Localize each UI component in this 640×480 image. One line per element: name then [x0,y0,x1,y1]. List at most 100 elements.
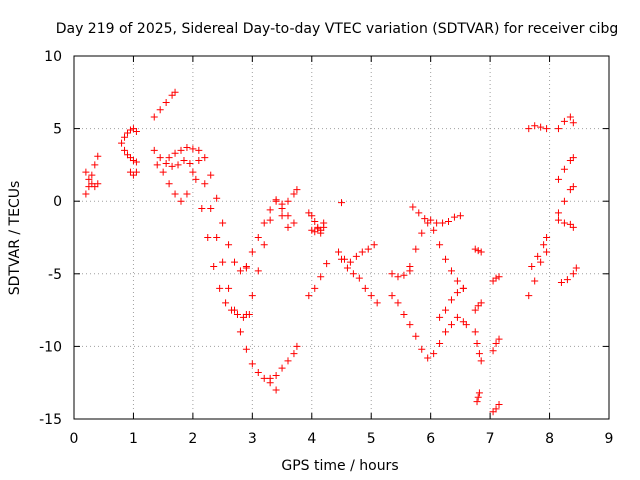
data-point-s38 [566,186,574,194]
data-point-s18 [370,241,378,249]
data-point-s04 [126,154,134,162]
data-point-s24 [442,306,450,314]
data-point-s19 [361,284,369,292]
data-point-s07 [198,204,206,212]
data-point-s14 [305,209,313,217]
data-point-s09 [183,143,191,151]
data-point-s25 [459,318,467,326]
data-point-s03 [132,128,140,136]
data-point-s21 [436,339,444,347]
data-point-s06 [168,91,176,99]
data-point-s28 [473,339,481,347]
data-point-s22 [453,277,461,285]
data-point-s35 [534,252,542,260]
data-point-s01 [88,171,96,179]
data-point-s31 [489,347,497,355]
data-point-s26 [477,248,485,256]
data-point-s11 [248,292,256,300]
data-point-s23 [456,212,464,220]
data-point-s22 [406,263,414,271]
data-point-s09 [225,284,233,292]
data-point-s19 [367,292,375,300]
data-point-s09 [165,154,173,162]
data-point-s08 [236,267,244,275]
data-point-s10 [260,219,268,227]
data-point-s08 [195,146,203,154]
data-point-s31 [495,335,503,343]
data-point-s13 [293,186,301,194]
plot-frame [73,55,610,420]
data-point-s06 [171,88,179,96]
data-point-s09 [242,345,250,353]
data-point-s02 [88,180,96,188]
tick-labels: 0 1 2 3 4 5 6 7 8 9 -15 -10 -5 0 5 10 [39,49,613,447]
data-point-s11 [266,216,274,224]
data-point-s39 [566,220,574,228]
data-point-s21 [430,350,438,358]
data-point-s39 [554,216,562,224]
data-point-s28 [475,350,483,358]
data-point-s18 [346,258,354,266]
data-point-s03 [126,126,134,134]
data-point-s25 [462,321,470,329]
data-point-s07 [162,159,170,167]
data-point-s15 [320,223,328,231]
data-point-s15 [314,225,322,233]
data-point-s23 [450,213,458,221]
data-point-s11 [278,212,286,220]
data-point-s18 [335,248,343,256]
data-point-s40 [572,264,580,272]
data-point-s27 [471,306,479,314]
x-axis-label: GPS time / hours [281,458,398,474]
x-tick-label: 4 [307,431,316,447]
data-point-s12 [278,364,286,372]
data-point-s08 [171,190,179,198]
data-point-s10 [284,212,292,220]
data-point-s07 [156,154,164,162]
data-point-s24 [453,289,461,297]
x-tick-label: 3 [248,431,257,447]
data-point-s09 [231,306,238,314]
data-point-s36 [566,113,574,121]
data-point-s04 [124,151,131,159]
data-point-s32 [495,400,503,408]
data-point-s09 [207,204,215,212]
data-point-s38 [554,209,562,217]
y-tick-label: -15 [39,412,62,428]
data-point-s12 [284,357,292,365]
data-point-s10 [242,263,250,271]
data-point-s33 [537,123,545,131]
x-tick-label: 0 [70,431,79,447]
data-point-s34 [525,292,533,300]
data-point-s22 [436,241,444,249]
data-point-s32 [492,405,500,413]
data-point-s23 [433,219,441,227]
chart-title: Day 219 of 2025, Sidereal Day-to-day VTE… [56,21,619,37]
data-point-s02 [85,175,93,183]
data-point-s34 [543,248,551,256]
data-point-s11 [254,267,262,275]
data-point-s12 [272,371,280,379]
x-tick-label: 5 [367,431,376,447]
data-point-s05 [126,168,134,176]
data-point-s09 [236,328,244,336]
data-point-s25 [453,313,461,321]
data-point-s09 [201,180,209,188]
data-point-s28 [471,328,479,336]
data-point-s08 [231,258,238,266]
data-point-s37 [569,154,577,162]
data-point-s23 [421,215,429,223]
data-point-s37 [554,175,562,183]
data-point-s08 [153,161,161,169]
data-point-s07 [192,175,200,183]
data-point-s25 [447,321,455,329]
data-point-s03 [118,139,126,147]
data-point-s12 [293,342,301,350]
data-point-s22 [424,219,432,227]
data-point-s07 [210,263,218,271]
data-point-s08 [219,219,227,227]
data-point-s40 [557,279,565,287]
data-point-s09 [171,149,179,157]
data-point-s09 [213,234,221,241]
y-tick-label: -10 [39,339,62,355]
